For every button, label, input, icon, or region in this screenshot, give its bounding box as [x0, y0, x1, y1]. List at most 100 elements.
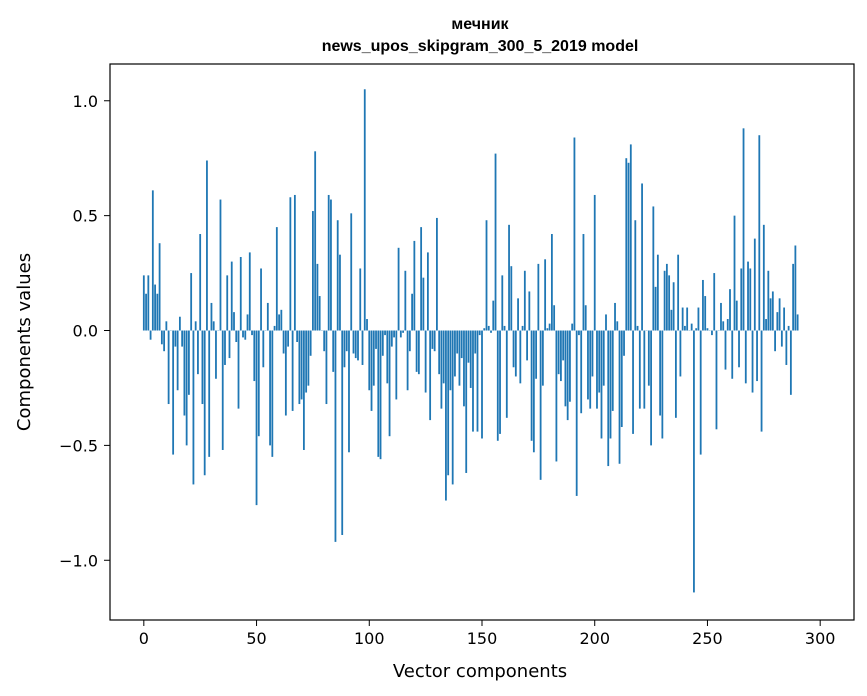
bar-119 — [411, 293, 414, 331]
bar-15 — [176, 330, 179, 391]
bar-258 — [724, 330, 727, 370]
bar-62 — [282, 330, 285, 354]
bar-195 — [582, 234, 585, 331]
bar-72 — [305, 330, 308, 393]
bar-19 — [185, 330, 188, 446]
bar-196 — [584, 305, 587, 331]
bar-4 — [151, 190, 154, 331]
bar-282 — [778, 298, 781, 331]
bar-56 — [269, 330, 271, 446]
bar-42 — [237, 330, 240, 409]
bar-18 — [183, 330, 186, 416]
bar-143 — [465, 330, 468, 473]
bar-60 — [278, 314, 280, 331]
bar-235 — [672, 282, 675, 331]
bar-187 — [564, 330, 567, 407]
bar-222 — [643, 330, 646, 409]
bar-140 — [458, 330, 461, 386]
bar-171 — [528, 291, 531, 331]
bar-158 — [499, 330, 501, 434]
bar-86 — [336, 220, 339, 331]
bar-151 — [483, 328, 486, 331]
bar-205 — [605, 314, 607, 331]
bar-112 — [395, 330, 398, 400]
bar-27 — [203, 330, 206, 476]
bar-207 — [609, 330, 612, 439]
bar-30 — [210, 302, 213, 331]
bar-283 — [780, 330, 783, 347]
bar-68 — [296, 330, 299, 342]
bar-176 — [539, 330, 542, 480]
bar-178 — [544, 259, 547, 331]
bar-276 — [765, 319, 767, 331]
bar-63 — [284, 330, 287, 416]
bar-133 — [442, 330, 445, 384]
bar-221 — [641, 183, 643, 331]
x-tick-label: 150 — [467, 629, 498, 648]
bar-85 — [334, 330, 337, 542]
bar-49 — [253, 330, 256, 382]
bar-182 — [553, 305, 556, 331]
bar-264 — [738, 330, 740, 368]
bar-160 — [503, 325, 506, 331]
bar-194 — [580, 330, 583, 414]
bar-108 — [386, 330, 389, 384]
bar-87 — [339, 254, 341, 331]
bar-150 — [481, 330, 483, 439]
bar-22 — [192, 330, 195, 485]
bar-284 — [783, 307, 786, 331]
bar-29 — [208, 330, 211, 457]
x-tick-label: 0 — [139, 629, 149, 648]
bar-104 — [377, 330, 380, 457]
bar-280 — [774, 330, 776, 352]
bar-0 — [142, 275, 145, 331]
bar-228 — [656, 254, 659, 331]
bar-288 — [792, 263, 795, 331]
bar-75 — [312, 211, 314, 331]
bar-186 — [562, 330, 565, 361]
bar-1 — [145, 293, 147, 331]
bar-188 — [566, 330, 569, 421]
bar-38 — [228, 330, 231, 359]
bar-263 — [735, 300, 738, 331]
bar-239 — [681, 307, 684, 331]
bar-70 — [300, 330, 303, 400]
bar-23 — [194, 321, 197, 331]
bar-135 — [447, 330, 450, 476]
bar-200 — [593, 194, 596, 331]
bar-246 — [697, 307, 700, 331]
bar-59 — [275, 227, 278, 331]
bar-114 — [399, 330, 402, 338]
bar-226 — [652, 206, 655, 331]
bar-91 — [348, 330, 350, 453]
bar-28 — [206, 160, 208, 331]
bar-48 — [251, 330, 253, 336]
bar-152 — [485, 220, 488, 331]
bar-137 — [451, 330, 454, 485]
bar-5 — [154, 284, 156, 331]
bar-78 — [318, 296, 321, 331]
bar-123 — [420, 227, 423, 331]
bar-149 — [478, 330, 481, 336]
bar-202 — [598, 330, 601, 393]
bar-17 — [181, 330, 184, 347]
bar-110 — [390, 330, 393, 347]
bar-165 — [514, 330, 517, 377]
bar-14 — [174, 330, 177, 347]
bar-126 — [426, 252, 429, 331]
bar-153 — [487, 325, 490, 331]
bar-51 — [257, 330, 260, 437]
x-tick-label: 300 — [805, 629, 836, 648]
bar-39 — [230, 261, 233, 331]
bar-146 — [472, 330, 474, 432]
x-axis-label: Vector components — [393, 661, 567, 682]
bar-234 — [670, 309, 673, 331]
bar-122 — [417, 330, 420, 375]
bar-214 — [625, 158, 628, 331]
bar-34 — [219, 199, 222, 331]
bar-53 — [262, 330, 265, 368]
bar-47 — [248, 252, 251, 331]
bar-129 — [433, 330, 436, 352]
bar-73 — [307, 330, 310, 386]
bar-94 — [354, 330, 357, 359]
